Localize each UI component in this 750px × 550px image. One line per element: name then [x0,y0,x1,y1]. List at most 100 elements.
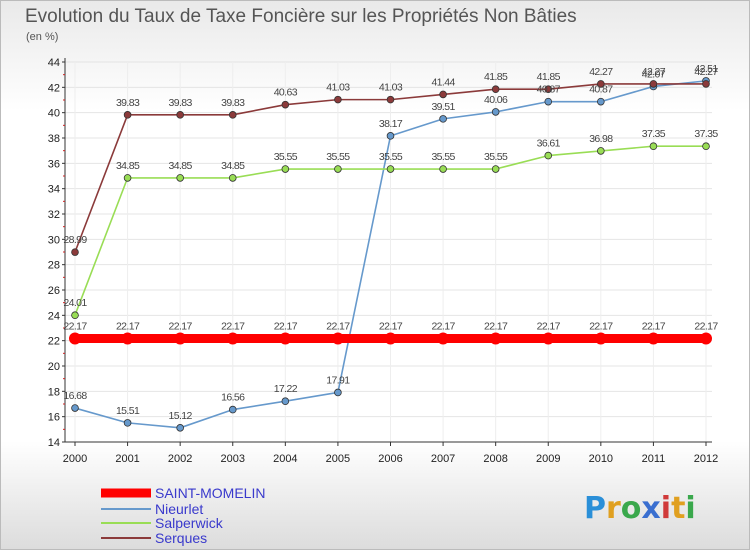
y-tick-label: 44 [48,57,60,69]
data-point-serques [702,80,710,88]
data-label-serques: 42.27 [589,66,613,78]
data-label-saint-momelin: 22.17 [274,321,298,333]
data-point-nieurlet [123,419,132,427]
y-tick-label: 18 [48,386,60,398]
data-label-serques: 39.83 [221,97,245,109]
logo-letter: i [661,491,671,526]
data-label-serques: 41.85 [537,71,561,83]
data-label-salperwick: 34.85 [169,160,193,172]
data-point-salperwick [439,165,447,173]
legend-label-serques: Serques [155,530,207,546]
data-label-salperwick: 35.55 [274,151,298,163]
y-tick-label: 36 [48,158,60,170]
data-label-salperwick: 36.61 [537,138,561,150]
data-point-serques [597,80,605,88]
x-tick-label: 2009 [536,453,560,465]
x-tick-label: 2006 [378,453,402,465]
data-point-nieurlet [491,108,500,116]
y-tick-label: 38 [48,133,60,145]
data-point-saint-momelin [700,332,712,345]
data-label-saint-momelin: 22.17 [537,321,561,333]
data-label-salperwick: 36.98 [589,133,613,145]
data-point-salperwick [386,165,395,173]
data-point-serques [439,90,447,99]
data-label-serques: 41.03 [326,82,350,94]
x-tick-label: 2004 [273,453,297,465]
data-label-serques: 40.63 [274,87,298,99]
logo-letter: o [621,491,642,526]
data-point-saint-momelin [647,332,660,345]
data-point-nieurlet [334,388,342,397]
data-point-serques [281,100,290,109]
data-point-saint-momelin [331,332,344,345]
data-label-salperwick: 34.85 [116,160,140,172]
data-label-salperwick: 35.55 [379,151,403,163]
y-ticks: 14 16 18 20 22 24 26 28 30 32 34 36 38 40 42 44 [48,57,65,449]
data-label-salperwick: 24.01 [63,297,87,309]
data-label-saint-momelin: 22.17 [63,321,87,333]
y-tick-label: 20 [48,361,60,373]
data-point-salperwick [544,151,553,160]
data-point-serques [386,95,395,104]
data-label-saint-momelin: 22.17 [484,321,508,333]
y-tick-label: 22 [48,336,60,348]
logo-letter: P [584,491,606,526]
x-tick-label: 2000 [63,453,87,465]
data-point-salperwick [176,174,184,182]
logo-letter: t [671,491,685,526]
data-point-serques [649,80,658,88]
data-point-salperwick [228,174,237,182]
data-label-salperwick: 37.35 [642,128,666,140]
data-label-saint-momelin: 22.17 [116,321,140,333]
y-tick-label: 14 [48,437,60,449]
data-point-saint-momelin [121,332,134,345]
data-label-saint-momelin: 22.17 [642,321,666,333]
data-label-serques: 39.83 [116,97,140,109]
data-label-serques: 41.85 [484,71,508,83]
data-point-saint-momelin [384,332,397,345]
data-label-nieurlet: 15.51 [116,405,140,417]
data-point-salperwick [71,311,79,320]
data-point-saint-momelin [489,332,502,345]
y-tick-label: 24 [48,310,60,322]
data-label-saint-momelin: 22.17 [431,321,455,333]
data-point-saint-momelin [542,332,555,345]
legend-label-saint-momelin: SAINT-MOMELIN [155,485,265,501]
data-label-serques: 28.99 [63,234,87,246]
data-label-nieurlet: 40.87 [537,84,561,96]
data-point-saint-momelin [279,332,292,345]
data-point-salperwick [649,142,658,151]
chart-title: Evolution du Taux de Taxe Foncière sur l… [25,6,577,27]
data-point-serques [71,248,79,256]
legend-label-salperwick: Salperwick [155,515,224,531]
data-label-salperwick: 35.55 [484,151,508,163]
data-point-saint-momelin [226,332,239,345]
data-label-serques: 39.83 [169,97,193,109]
y-tick-label: 28 [48,260,60,272]
x-tick-label: 2011 [642,453,666,465]
data-point-salperwick [597,147,605,155]
data-label-nieurlet: 42.07 [642,68,666,80]
x-tick-label: 2007 [431,453,455,465]
data-label-serques: 41.03 [379,82,403,94]
logo-letter: i [685,491,695,526]
x-tick-label: 2012 [694,453,718,465]
data-label-saint-momelin: 22.17 [379,321,403,333]
data-label-saint-momelin: 22.17 [694,321,718,333]
data-label-nieurlet: 16.56 [221,392,245,404]
data-point-serques [228,111,237,119]
x-tick-label: 2010 [589,453,613,465]
data-label-nieurlet: 42.51 [694,63,718,75]
x-tick-label: 2005 [326,453,350,465]
data-label-nieurlet: 17.22 [274,383,298,395]
data-point-serques [491,85,500,94]
y-tick-label: 40 [48,108,60,120]
y-tick-label: 30 [48,234,60,246]
x-tick-label: 2001 [115,453,139,465]
data-label-nieurlet: 16.68 [63,390,87,402]
y-tick-label: 26 [48,285,60,297]
data-label-saint-momelin: 22.17 [169,321,193,333]
